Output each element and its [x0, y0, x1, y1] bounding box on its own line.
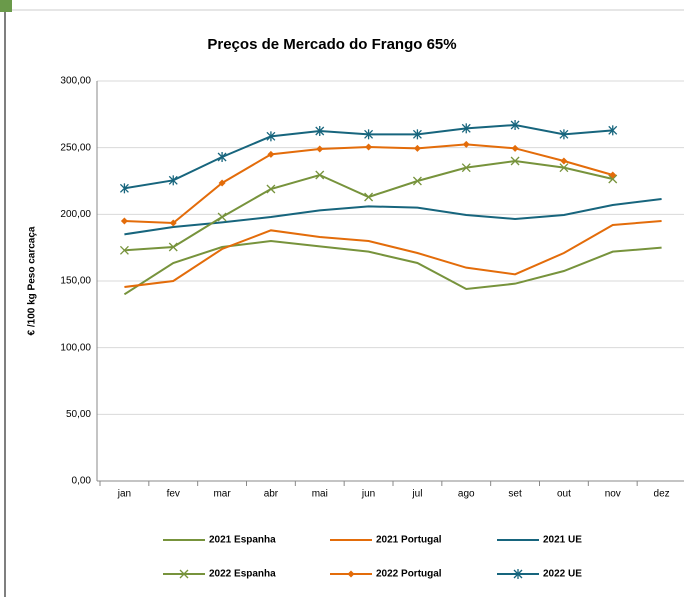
x-tick-label: nov: [605, 489, 621, 500]
y-tick-label: 100,00: [60, 342, 91, 353]
series-line: [124, 220, 662, 288]
x-tick-label: jul: [411, 489, 422, 500]
marker-stroke: [510, 156, 520, 166]
marker: [267, 150, 275, 158]
marker: [560, 157, 568, 165]
marker-shape: [120, 217, 128, 225]
marker-shape: [560, 157, 568, 165]
corner-icon: [0, 0, 12, 12]
marker-shape: [365, 143, 373, 151]
x-tick-label: dez: [654, 489, 670, 500]
marker-stroke: [461, 163, 471, 173]
marker-stroke: [179, 569, 189, 579]
marker: [217, 152, 227, 162]
y-tick-label: 50,00: [66, 409, 91, 420]
marker: [462, 140, 470, 148]
x-tick-label: mai: [312, 489, 328, 500]
y-tick-label: 150,00: [60, 276, 91, 287]
marker: [169, 219, 177, 227]
y-tick-label: 250,00: [60, 142, 91, 153]
marker: [461, 123, 471, 134]
marker: [168, 242, 178, 252]
legend-label: 2022 UE: [543, 569, 582, 580]
marker: [119, 245, 129, 255]
x-tick-label: fev: [167, 489, 180, 500]
marker-shape: [169, 219, 177, 227]
legend-item: 2022 Portugal: [330, 569, 442, 580]
legend-item: 2021 Espanha: [163, 535, 276, 546]
y-tick-label: 0,00: [72, 476, 92, 487]
marker: [168, 175, 178, 186]
marker: [461, 163, 471, 173]
marker-shape: [316, 145, 324, 153]
marker: [608, 125, 618, 136]
marker-stroke: [168, 242, 178, 252]
marker: [510, 120, 520, 130]
legend-item: 2022 UE: [497, 569, 582, 580]
series-line: [123, 239, 662, 296]
legend-label: 2022 Portugal: [376, 569, 442, 580]
marker: [364, 192, 374, 202]
marker: [365, 143, 373, 151]
y-tick-label: 300,00: [60, 76, 91, 87]
marker-stroke: [217, 212, 227, 222]
marker: [266, 184, 276, 194]
marker: [559, 129, 569, 140]
marker: [179, 569, 189, 579]
x-tick-label: ago: [458, 489, 475, 500]
marker: [608, 174, 618, 184]
x-tick-label: set: [508, 489, 522, 500]
x-tick-label: abr: [264, 489, 279, 500]
marker-shape: [511, 144, 519, 152]
marker-shape: [413, 144, 421, 152]
x-tick-label: jan: [117, 489, 131, 500]
marker-stroke: [266, 184, 276, 194]
legend-label: 2022 Espanha: [209, 569, 276, 580]
marker: [511, 144, 519, 152]
marker-stroke: [119, 245, 129, 255]
marker-shape: [267, 150, 275, 158]
marker: [315, 170, 325, 180]
marker: [412, 176, 422, 186]
marker: [266, 131, 276, 142]
marker-stroke: [315, 170, 325, 180]
marker: [316, 145, 324, 153]
marker: [218, 179, 226, 187]
y-axis-label: € /100 kg Peso carcaça: [27, 226, 38, 335]
marker: [315, 126, 325, 136]
marker: [413, 144, 421, 152]
legend-label: 2021 UE: [543, 535, 582, 546]
marker: [513, 569, 523, 579]
legend-item: 2022 Espanha: [163, 569, 276, 580]
legend-item: 2021 UE: [497, 535, 582, 546]
x-tick-label: out: [557, 489, 571, 500]
marker: [412, 129, 422, 140]
marker-shape: [218, 179, 226, 187]
x-tick-label: mar: [213, 489, 231, 500]
marker: [364, 129, 374, 140]
marker: [347, 570, 355, 578]
marker-shape: [462, 140, 470, 148]
x-tick-label: jun: [361, 489, 375, 500]
marker-stroke: [559, 163, 569, 173]
legend-item: 2021 Portugal: [330, 535, 442, 546]
marker-stroke: [364, 192, 374, 202]
marker: [120, 217, 128, 225]
y-tick-label: 200,00: [60, 209, 91, 220]
chart-title: Preços de Mercado do Frango 65%: [207, 36, 456, 53]
marker: [609, 171, 617, 179]
marker: [217, 212, 227, 222]
marker-stroke: [608, 174, 618, 184]
marker: [119, 183, 129, 194]
marker-shape: [347, 570, 355, 578]
marker-stroke: [412, 176, 422, 186]
marker: [510, 156, 520, 166]
marker: [559, 163, 569, 173]
marker-shape: [609, 171, 617, 179]
legend-label: 2021 Portugal: [376, 535, 442, 546]
legend-label: 2021 Espanha: [209, 535, 276, 546]
